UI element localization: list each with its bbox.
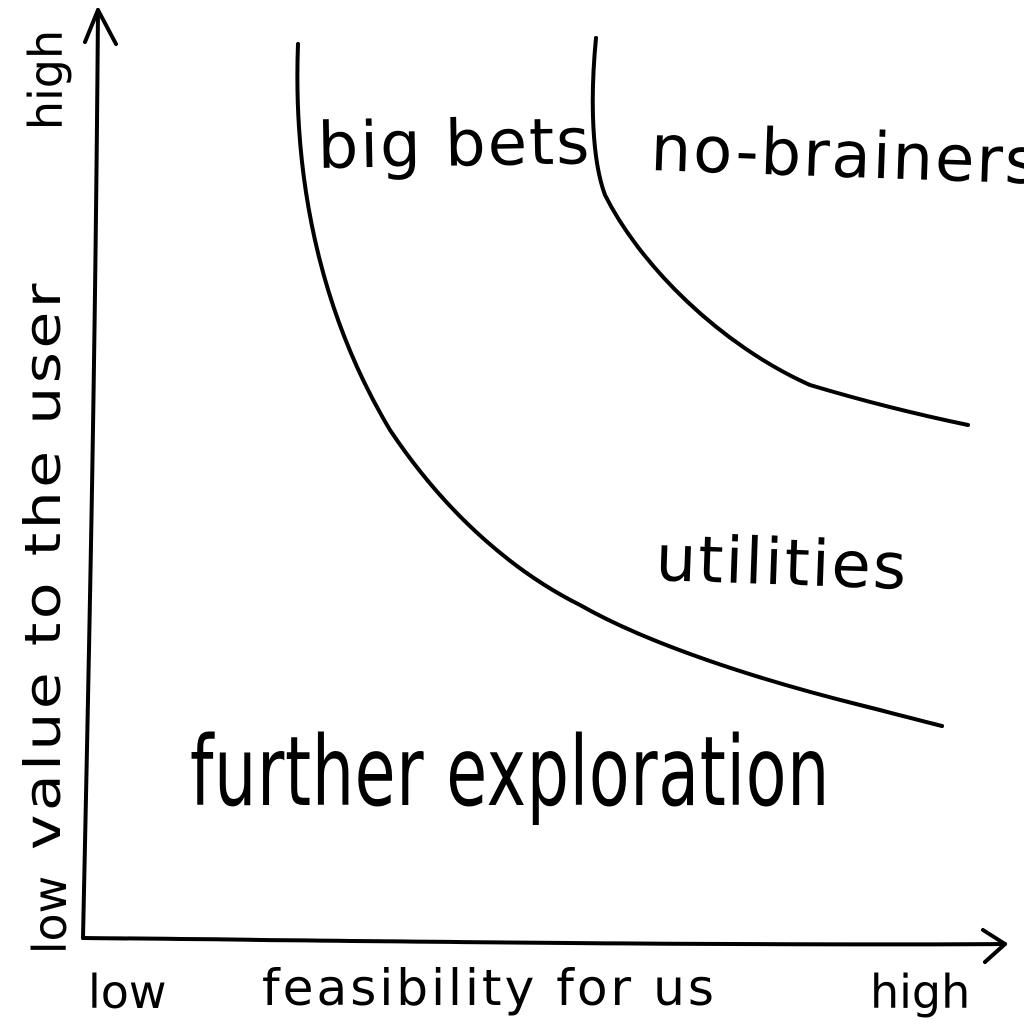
region-label-utilities: utilities [654,522,909,605]
y-axis-low-label: low [23,876,77,955]
region-label-no-brainers: no-brainers [649,112,1024,200]
x-axis-high-label: high [870,965,970,1019]
x-axis-line [81,936,1007,947]
y-axis-high-label: high [19,30,73,130]
y-axis-line [81,8,100,940]
y-axis-title: value to the user [14,280,72,850]
boundary-curve-lower [295,42,944,728]
x-axis-arrowhead [981,928,1007,964]
region-label-big-bets: big bets [317,105,592,184]
x-axis-low-label: low [88,965,167,1019]
region-label-further-exploration: further exploration [190,716,830,828]
x-axis-title: feasibility for us [262,959,717,1017]
boundary-curve-upper [590,36,970,427]
y-axis-arrowhead [83,8,118,46]
